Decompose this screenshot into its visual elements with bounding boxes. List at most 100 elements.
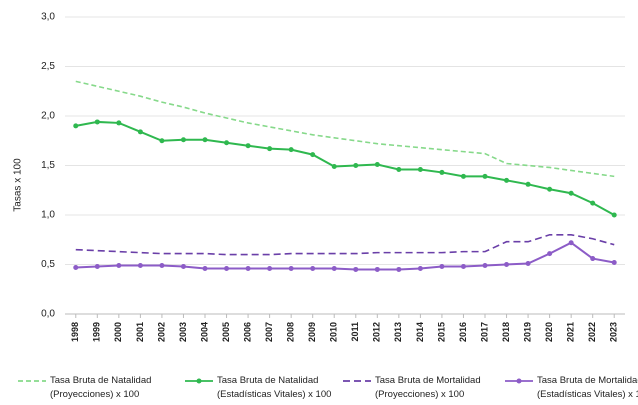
y-tick-label: 0,0: [41, 309, 55, 320]
legend-label: Tasa Bruta de Mortalidad (Proyecciones) …: [375, 375, 481, 400]
y-tick-label: 3,0: [41, 12, 55, 23]
legend-item: Tasa Bruta de Mortalidad (Estadísticas V…: [505, 374, 638, 402]
legend-swatch: [185, 378, 213, 384]
point: [267, 146, 273, 152]
legend-item: Tasa Bruta de Natalidad (Proyecciones) x…: [18, 374, 190, 402]
x-tick-label: 2011: [350, 322, 360, 342]
x-tick-label: 2022: [587, 322, 597, 342]
y-tick-label: 0,5: [41, 259, 55, 270]
point: [525, 181, 531, 187]
y-tick-label: 2,5: [41, 61, 55, 72]
series-line: [75, 120, 615, 216]
point: [374, 162, 380, 168]
legend-label: Tasa Bruta de Mortalidad (Estadísticas V…: [537, 375, 638, 400]
point: [267, 265, 273, 271]
point: [224, 265, 230, 271]
point: [180, 263, 186, 269]
point: [137, 262, 143, 268]
legend-swatch: [18, 380, 46, 382]
x-tick-label: 2005: [221, 322, 231, 342]
point: [288, 147, 294, 153]
point: [525, 261, 531, 267]
x-tick-label: 2023: [609, 322, 619, 342]
point: [202, 137, 208, 143]
legend: Tasa Bruta de Natalidad (Proyecciones) x…: [0, 374, 638, 405]
legend-label: Tasa Bruta de Natalidad (Proyecciones) x…: [50, 375, 152, 400]
y-axis-label: Tasas x 100: [13, 158, 24, 212]
point: [547, 251, 553, 257]
point: [159, 262, 165, 268]
point: [331, 163, 337, 169]
point: [202, 265, 208, 271]
series-line: [75, 234, 615, 256]
point: [417, 166, 423, 172]
point: [224, 140, 230, 146]
point: [288, 265, 294, 271]
point: [331, 265, 337, 271]
x-tick-label: 2000: [113, 322, 123, 342]
point: [504, 177, 510, 183]
legend-label: Tasa Bruta de Natalidad (Estadísticas Vi…: [217, 375, 332, 400]
point: [73, 123, 79, 129]
x-tick-label: 2013: [393, 322, 403, 342]
x-tick-label: 2020: [544, 322, 554, 342]
legend-swatch: [505, 378, 533, 384]
y-tick-label: 1,0: [41, 210, 55, 221]
point: [417, 265, 423, 271]
x-tick-label: 2018: [501, 322, 511, 342]
series-line: [75, 241, 615, 271]
point: [94, 119, 100, 125]
x-tick-label: 2021: [566, 322, 576, 342]
x-tick-label: 2002: [156, 322, 166, 342]
legend-swatch: [343, 380, 371, 382]
x-tick-label: 2001: [135, 322, 145, 342]
point: [439, 263, 445, 269]
y-tick-label: 1,5: [41, 160, 55, 171]
x-tick-label: 1998: [70, 322, 80, 342]
point: [396, 266, 402, 272]
y-tick-label: 2,0: [41, 111, 55, 122]
point: [94, 263, 100, 269]
point: [353, 266, 359, 272]
point: [353, 163, 359, 168]
point: [482, 173, 488, 179]
series-line: [75, 80, 615, 178]
point: [310, 152, 316, 158]
x-tick-label: 2007: [264, 322, 274, 342]
x-tick-label: 2006: [242, 322, 252, 342]
x-tick-label: 2014: [415, 322, 425, 342]
x-tick-label: 2016: [458, 322, 468, 342]
point: [439, 169, 445, 175]
x-tick-label: 2019: [522, 322, 532, 342]
point: [310, 265, 316, 271]
point: [116, 262, 122, 268]
point: [460, 173, 466, 179]
x-tick-label: 2004: [199, 322, 209, 342]
point: [460, 263, 466, 269]
x-tick-label: 2008: [286, 322, 296, 342]
x-tick-label: 2009: [307, 322, 317, 342]
point: [504, 262, 510, 267]
point: [116, 120, 122, 126]
point: [568, 190, 574, 196]
point: [568, 240, 574, 246]
x-tick-label: 2017: [479, 322, 489, 342]
point: [611, 212, 617, 218]
x-tick-label: 2012: [372, 322, 382, 342]
point: [137, 129, 143, 135]
chart: Tasas x 100 0,0 0,5 1,0 1,5 2,0 2,5 3,0 1998 199…: [13, 12, 625, 342]
legend-item: Tasa Bruta de Mortalidad (Proyecciones) …: [343, 374, 515, 402]
x-tick-label: 2015: [436, 322, 446, 342]
x-tick-label: 1999: [92, 322, 102, 342]
point: [180, 137, 186, 143]
legend-item: Tasa Bruta de Natalidad (Estadísticas Vi…: [185, 374, 357, 402]
x-tick-label: 2003: [178, 322, 188, 342]
point: [374, 266, 380, 272]
point: [482, 262, 488, 268]
point: [159, 138, 165, 144]
x-tick-label: 2010: [329, 322, 339, 342]
point: [590, 200, 596, 206]
point: [73, 264, 79, 270]
point: [396, 166, 402, 172]
